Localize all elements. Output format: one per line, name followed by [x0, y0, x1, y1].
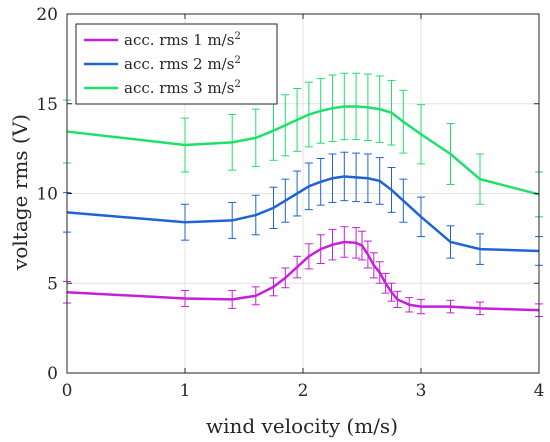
legend-entry: acc. rms 3 m/s2	[124, 79, 241, 97]
y-tick-label: 15	[36, 95, 58, 115]
legend-superscript: 2	[234, 79, 240, 90]
series-line	[66, 105, 540, 196]
legend-entry: acc. rms 2 m/s2	[124, 55, 241, 73]
legend: acc. rms 1 m/s2 acc. rms 2 m/s2 acc. rms 3…	[75, 23, 278, 105]
x-tick-label: 2	[298, 381, 309, 401]
x-tick-label: 3	[416, 381, 427, 401]
x-axis-label: wind velocity (m/s)	[206, 414, 398, 438]
x-tick-label: 1	[180, 381, 191, 401]
y-tick-label: 10	[36, 185, 58, 205]
y-tick-label: 5	[47, 274, 58, 294]
series-line	[66, 240, 540, 312]
legend-entry: acc. rms 1 m/s2	[124, 31, 241, 49]
x-tick-label: 0	[62, 381, 73, 401]
series-line	[66, 175, 540, 253]
legend-superscript: 2	[234, 31, 240, 42]
x-tick-label: 4	[534, 381, 545, 401]
legend-superscript: 2	[234, 55, 240, 66]
y-tick-label: 20	[36, 5, 58, 25]
axes: 0 1 2 3 4 0 5 10 15 20	[36, 5, 544, 401]
y-axis-label: voltage rms (V)	[8, 114, 32, 271]
y-tick-label: 0	[47, 364, 58, 384]
